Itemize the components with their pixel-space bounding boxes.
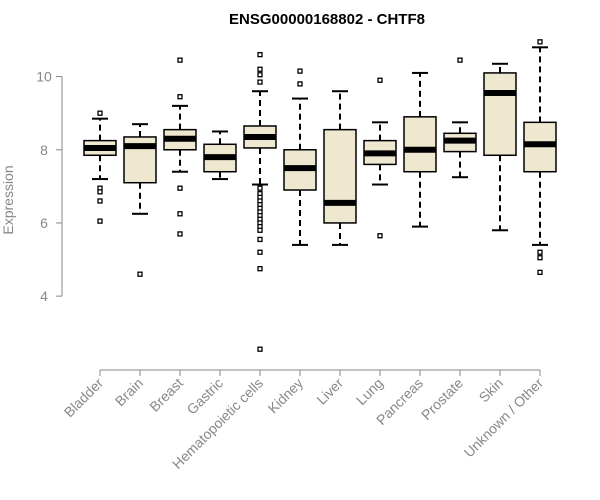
chart-title: ENSG00000168802 - CHTF8 xyxy=(229,11,425,28)
outlier-point xyxy=(257,51,263,58)
x-tick-label: Prostate xyxy=(418,375,466,423)
outlier-point xyxy=(297,68,303,74)
box-pancreas xyxy=(403,71,437,228)
x-tick-label: Breast xyxy=(146,375,186,415)
boxes-layer xyxy=(83,39,557,352)
box-body xyxy=(403,116,437,173)
outlier-point xyxy=(97,110,103,116)
box-unknown-other xyxy=(523,39,557,276)
outlier-point xyxy=(537,39,543,45)
x-tick-label: Kidney xyxy=(265,375,307,417)
box-body xyxy=(323,128,357,224)
y-tick-label: 6 xyxy=(40,215,48,231)
outlier-point xyxy=(97,189,103,195)
outlier-point xyxy=(257,72,263,78)
x-tick-label: Brain xyxy=(112,375,146,409)
y-axis-label: Expression xyxy=(0,165,16,234)
y-axis: 4 6 8 10 xyxy=(36,69,63,304)
box-liver xyxy=(323,90,357,246)
outlier-point xyxy=(257,249,263,255)
outlier-point xyxy=(257,66,263,72)
outlier-point xyxy=(177,57,183,63)
outlier-point xyxy=(257,227,263,233)
outlier-point xyxy=(377,77,383,83)
x-tick-label: Skin xyxy=(476,375,507,406)
y-tick-label: 4 xyxy=(40,288,48,304)
box-breast xyxy=(163,57,197,237)
box-prostate xyxy=(443,57,477,179)
outlier-point xyxy=(377,233,383,239)
box-body xyxy=(483,72,517,157)
outlier-point xyxy=(537,249,543,255)
outlier-point xyxy=(297,81,303,87)
outlier-point xyxy=(177,231,183,237)
outlier-point xyxy=(97,198,103,204)
y-tick-label: 8 xyxy=(40,142,48,158)
box-kidney xyxy=(283,68,317,246)
outlier-point xyxy=(257,79,263,85)
box-gastric xyxy=(203,130,237,181)
box-hematopoietic-cells xyxy=(243,51,277,352)
box-brain xyxy=(123,123,157,277)
outlier-point xyxy=(457,57,463,63)
box-bladder xyxy=(83,110,117,224)
outlier-point xyxy=(177,185,183,191)
y-tick-label: 10 xyxy=(36,69,52,85)
box-skin xyxy=(483,62,517,232)
x-tick-label: Liver xyxy=(313,375,346,408)
box-lung xyxy=(363,77,397,239)
x-tick-label: Lung xyxy=(353,375,386,408)
outlier-point xyxy=(177,211,183,217)
outlier-point xyxy=(537,269,543,276)
outlier-point xyxy=(97,218,103,224)
outlier-point xyxy=(257,236,263,243)
outlier-point xyxy=(137,271,143,277)
outlier-point xyxy=(257,185,263,191)
outlier-point xyxy=(177,94,183,100)
x-tick-label: Bladder xyxy=(61,375,107,421)
outlier-point xyxy=(537,255,543,261)
outlier-point xyxy=(257,346,263,352)
outlier-point xyxy=(257,266,263,272)
